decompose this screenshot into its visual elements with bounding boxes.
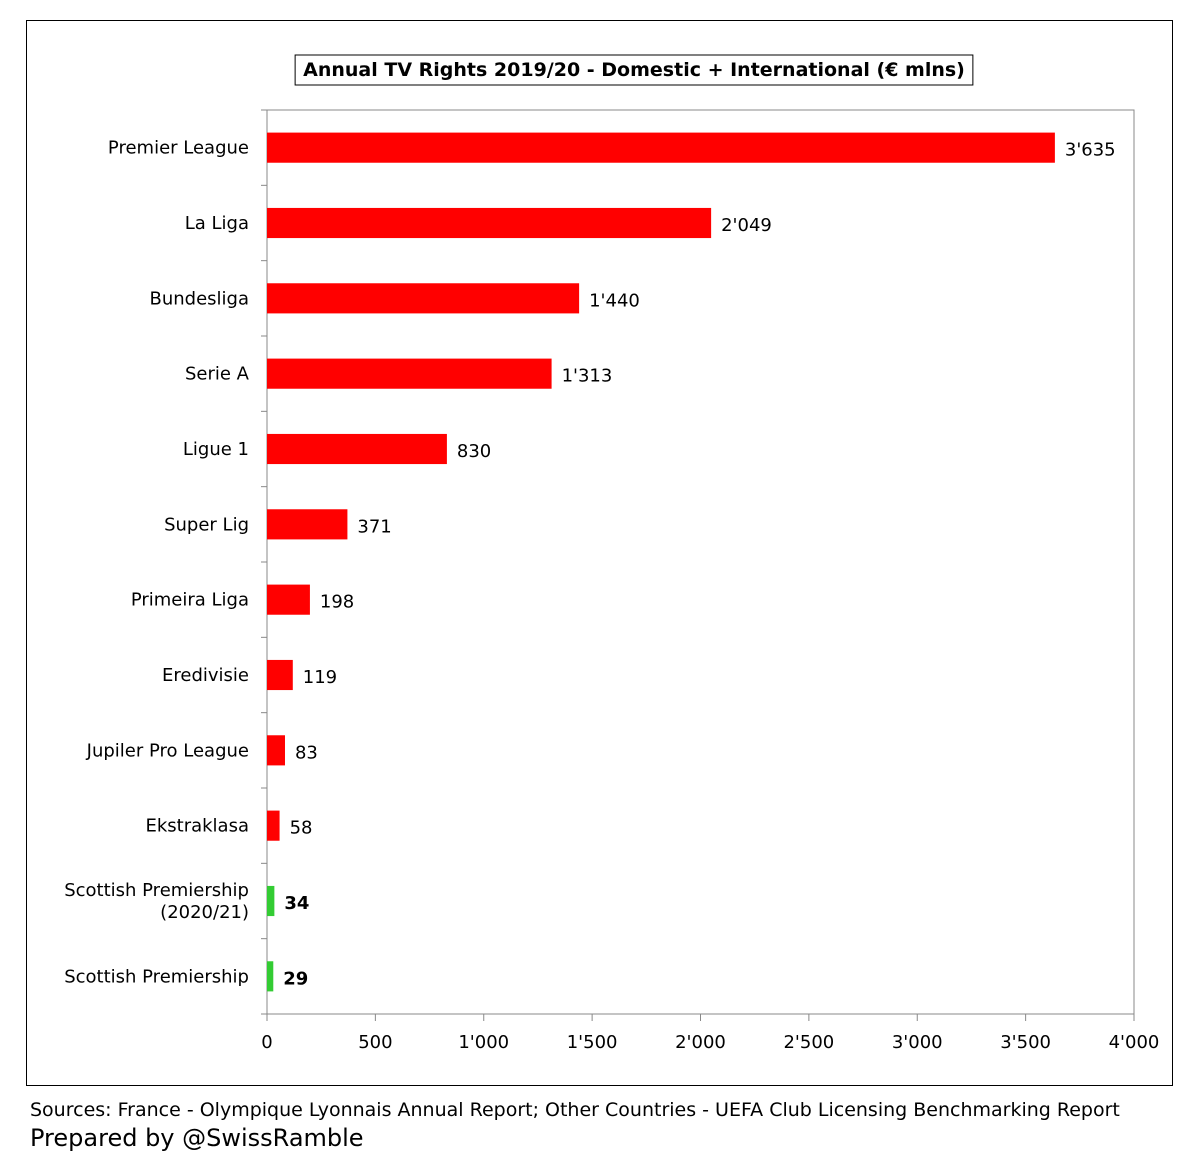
bar	[267, 132, 1055, 163]
category-label: Super Lig	[164, 514, 249, 535]
bar	[267, 509, 348, 540]
category-label: La Liga	[185, 213, 249, 234]
bar-chart: Annual TV Rights 2019/20 - Domestic + In…	[64, 54, 1160, 1053]
x-axis-tick-label: 1'500	[567, 1032, 618, 1053]
bar	[267, 961, 274, 992]
category-label: Ligue 1	[183, 439, 249, 460]
data-label: 29	[283, 968, 308, 989]
chart-frame	[26, 20, 1173, 1086]
data-label: 34	[284, 893, 309, 914]
category-label: Scottish Premiership	[64, 966, 249, 987]
plot-area: Annual TV Rights 2019/20 - Domestic + In…	[64, 54, 1160, 1053]
x-axis-tick-label: 0	[261, 1032, 272, 1053]
chart-title: Annual TV Rights 2019/20 - Domestic + In…	[303, 59, 965, 81]
prepared-by-credit: Prepared by @SwissRamble	[30, 1124, 364, 1152]
data-label: 2'049	[721, 215, 772, 236]
data-label: 830	[457, 441, 491, 462]
category-label: (2020/21)	[160, 902, 249, 923]
data-label: 371	[357, 516, 391, 537]
x-axis-tick-label: 2'500	[783, 1032, 834, 1053]
category-label: Scottish Premiership	[64, 880, 249, 901]
bar	[267, 358, 552, 389]
data-label: 1'440	[589, 290, 640, 311]
bar	[267, 283, 580, 314]
x-axis-tick-label: 3'500	[1000, 1032, 1051, 1053]
x-axis-tick-label: 2'000	[675, 1032, 726, 1053]
x-axis-tick-label: 1'000	[458, 1032, 509, 1053]
data-label: 58	[290, 818, 313, 839]
data-label: 83	[295, 742, 318, 763]
data-label: 3'635	[1065, 140, 1116, 161]
chart-title-box	[294, 54, 974, 86]
category-label: Bundesliga	[149, 288, 249, 309]
category-label: Primeira Liga	[131, 590, 249, 611]
bar	[267, 810, 280, 841]
sources-note: Sources: France - Olympique Lyonnais Ann…	[30, 1099, 1120, 1121]
category-label: Ekstraklasa	[145, 816, 249, 837]
bar	[267, 735, 285, 766]
plot-border	[266, 109, 1135, 1015]
bar	[267, 659, 293, 691]
category-label: Jupiler Pro League	[86, 740, 249, 761]
bar	[267, 207, 712, 239]
category-label: Premier League	[108, 138, 249, 159]
x-axis-tick-label: 3'000	[892, 1032, 943, 1053]
bar	[267, 885, 275, 917]
data-label: 119	[303, 667, 337, 688]
data-label: 198	[320, 592, 354, 613]
category-label: Eredivisie	[162, 665, 249, 686]
data-label: 1'313	[562, 366, 613, 387]
x-axis-tick-label: 500	[358, 1032, 392, 1053]
category-label: Serie A	[185, 364, 250, 385]
x-axis-tick-label: 4'000	[1109, 1032, 1160, 1053]
bar	[267, 433, 447, 465]
bar	[267, 584, 310, 615]
